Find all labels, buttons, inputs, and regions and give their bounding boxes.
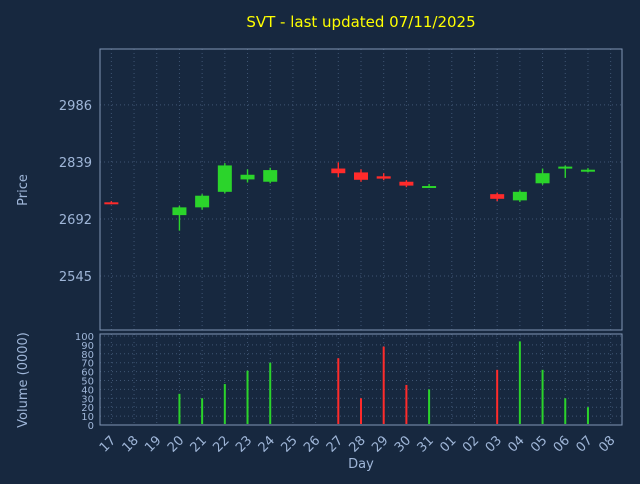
candle-body [172, 207, 187, 216]
volume-tick-label: 0 [88, 421, 94, 432]
x-tick-label: 27 [324, 433, 346, 455]
x-tick-label: 02 [460, 433, 482, 455]
candle-body [217, 165, 232, 192]
x-tick-label: 03 [483, 433, 505, 455]
plot-area: 2545269228392986010203040506070809010017… [59, 48, 623, 456]
x-tick-label: 28 [347, 433, 369, 455]
x-tick-label: 31 [415, 433, 437, 455]
x-tick-label: 17 [97, 433, 119, 455]
x-tick-label: 29 [369, 433, 391, 455]
price-tick-label: 2545 [59, 270, 92, 285]
volume-tick-label: 40 [81, 385, 94, 396]
price-tick-label: 2986 [59, 99, 92, 114]
x-tick-label: 21 [188, 433, 210, 455]
x-tick-label: 01 [437, 433, 459, 455]
x-tick-label: 07 [573, 433, 595, 455]
x-tick-label: 24 [256, 433, 278, 455]
candle-body [580, 169, 595, 172]
candle-body [195, 195, 210, 208]
day-axis-label: Day [348, 457, 374, 472]
x-tick-label: 05 [528, 433, 550, 455]
x-tick-label: 20 [165, 433, 187, 455]
candle-body [240, 174, 255, 180]
volume-tick-label: 100 [75, 332, 94, 343]
volume-axis-label: Volume (0000) [16, 332, 31, 428]
x-tick-label: 30 [392, 433, 414, 455]
candle-body [376, 176, 391, 179]
volume-tick-label: 50 [81, 377, 94, 388]
x-tick-label: 22 [210, 433, 232, 455]
chart-title: SVT - last updated 07/11/2025 [246, 13, 475, 31]
candle-body [263, 170, 278, 182]
x-tick-label: 19 [142, 433, 164, 455]
volume-tick-label: 60 [81, 368, 94, 379]
volume-tick-label: 70 [81, 359, 94, 370]
candle-body [535, 173, 550, 184]
volume-tick-label: 80 [81, 350, 94, 361]
candle-body [512, 191, 527, 201]
candle-body [422, 186, 437, 189]
candle-body [490, 194, 505, 199]
x-tick-label: 04 [505, 433, 527, 455]
x-tick-label: 08 [596, 433, 618, 455]
x-tick-label: 18 [120, 433, 142, 455]
volume-tick-label: 10 [81, 412, 94, 423]
volume-tick-label: 90 [81, 341, 94, 352]
volume-tick-label: 20 [81, 403, 94, 414]
x-tick-label: 25 [278, 433, 300, 455]
volume-panel-border [99, 333, 623, 426]
volume-tick-label: 30 [81, 394, 94, 405]
price-tick-label: 2839 [59, 156, 92, 171]
x-tick-label: 26 [301, 433, 323, 455]
candle-body [331, 168, 346, 174]
price-panel-border [99, 48, 623, 331]
candle-body [558, 166, 573, 169]
candle-body [354, 172, 368, 180]
price-tick-label: 2692 [59, 213, 92, 228]
x-tick-label: 23 [233, 433, 255, 455]
candle-body [104, 202, 119, 205]
x-tick-label: 06 [551, 433, 573, 455]
price-axis-label: Price [16, 174, 31, 206]
candle-body [399, 181, 414, 186]
